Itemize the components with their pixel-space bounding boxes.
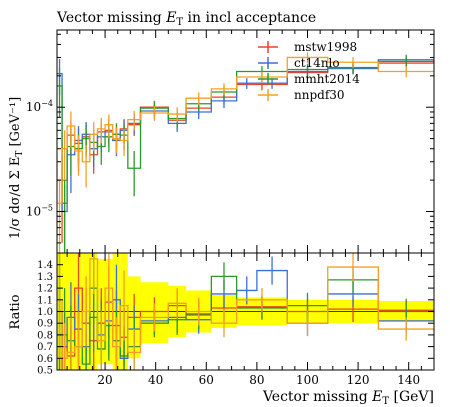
ratio-tick-label: 1.2	[37, 284, 53, 295]
ratio-histogram-line	[57, 258, 434, 359]
ratio-series-group	[57, 253, 434, 370]
x-tick-label: 120	[347, 373, 370, 387]
x-axis-label: Vector missing ET [GeV]	[262, 389, 434, 407]
legend: mstw1998 ct14nlo mmht2014 nnpdf30	[258, 40, 360, 102]
ratio-tick-label: 1.0	[37, 307, 53, 318]
ratio-tick-label: 0.9	[37, 319, 53, 330]
legend-entry-mmht2014: mmht2014	[258, 72, 360, 86]
histogram-line	[57, 56, 434, 204]
ratio-tick-label: 1.4	[37, 260, 53, 271]
legend-label: mstw1998	[294, 40, 357, 54]
main-series-group	[57, 52, 434, 253]
y-tick-label: 10−4	[26, 99, 53, 114]
legend-label: mmht2014	[294, 72, 360, 86]
ratio-series-nnpdf30	[57, 253, 434, 370]
series-mmht2014	[57, 56, 434, 253]
y-axis-label: 1/σ dσ/d Σ ET [GeV⁻¹]	[8, 97, 25, 239]
legend-label: ct14nlo	[294, 56, 340, 70]
ratio-plot-panel: 20 40 60 80 100 120 1400.50.60.70.80.91.01.11.…	[37, 30, 435, 387]
x-tick-label: 100	[296, 373, 319, 387]
histogram-line	[57, 62, 434, 181]
x-axis-ticks: 20 40 60 80 100 120 140	[66, 30, 435, 387]
main-plot-panel: 10−5 10−4	[26, 29, 435, 254]
legend-entry-nnpdf30: nnpdf30	[258, 88, 345, 102]
x-tick-label: 20	[97, 373, 112, 387]
x-tick-label: 140	[397, 373, 420, 387]
chart-title: Vector missing ET in incl acceptance	[56, 10, 316, 28]
ratio-tick-label: 0.7	[37, 342, 53, 353]
x-tick-label: 60	[199, 373, 214, 387]
y-axis-ticks: 10−5 10−4	[26, 33, 434, 254]
ratio-tick-label: 1.1	[37, 295, 53, 306]
series-mstw1998	[57, 57, 434, 243]
ratio-tick-label: 0.5	[37, 366, 53, 377]
ratio-tick-label: 0.6	[37, 354, 53, 365]
legend-entry-mstw1998: mstw1998	[258, 40, 357, 54]
y-tick-label: 10−5	[26, 203, 53, 218]
x-tick-label: 80	[249, 373, 264, 387]
histogram-line	[57, 59, 434, 213]
x-tick-label: 40	[148, 373, 163, 387]
ratio-tick-label: 0.8	[37, 330, 53, 341]
legend-entry-ct14nlo: ct14nlo	[258, 56, 340, 70]
series-nnpdf30	[57, 52, 434, 253]
legend-label: nnpdf30	[294, 88, 345, 102]
ratio-tick-label: 1.3	[37, 272, 53, 283]
ratio-y-ticks: 0.50.60.70.80.91.01.11.21.31.4	[37, 260, 434, 377]
ratio-axis-label: Ratio	[8, 294, 23, 329]
main-frame	[56, 29, 435, 254]
